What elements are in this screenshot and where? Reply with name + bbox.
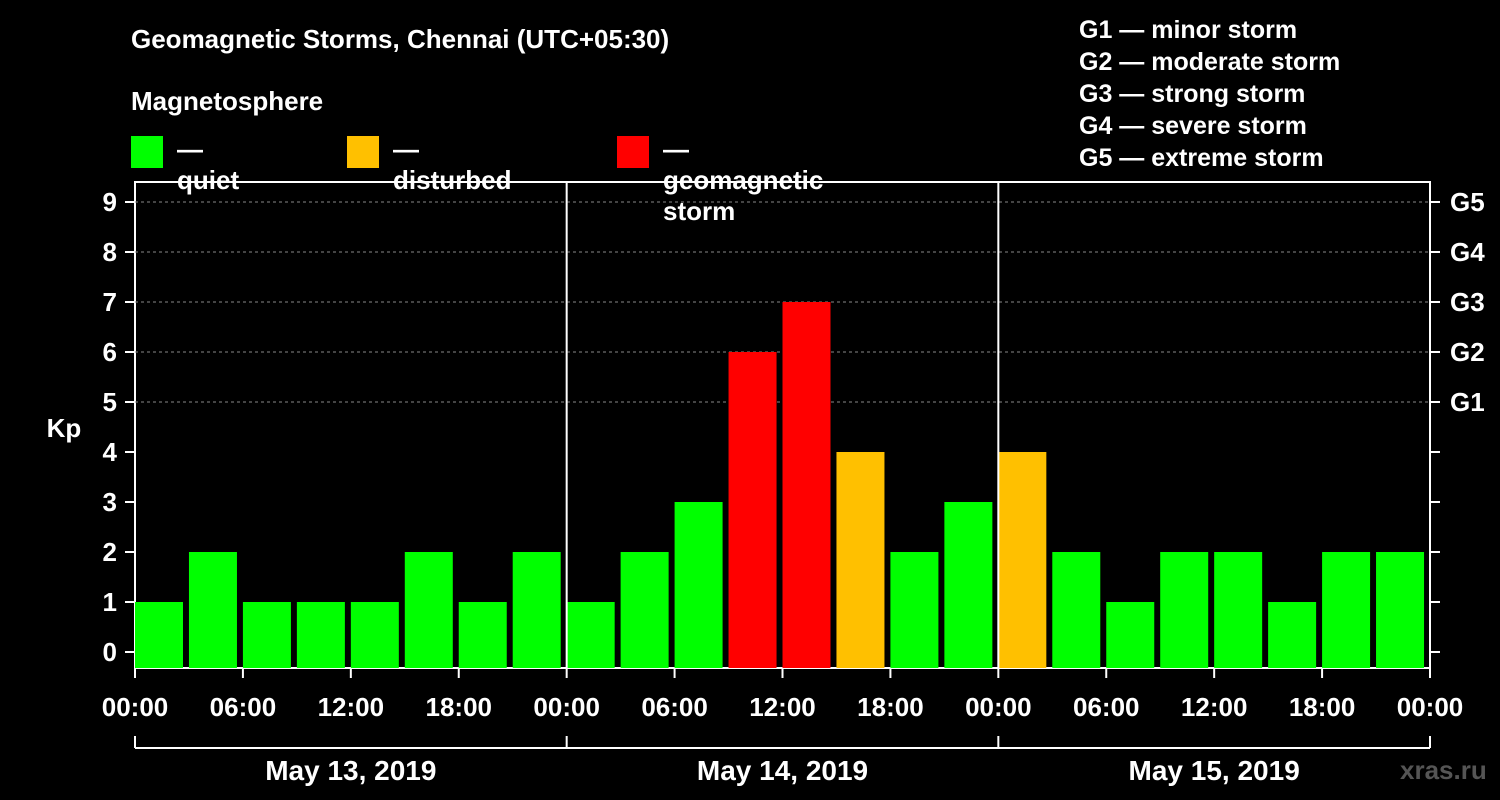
g-scale-item-g1: G1 — minor storm [1079, 16, 1298, 44]
g-scale-legend: G1 — minor storm G2 — moderate storm G3 … [1079, 14, 1340, 174]
legend-swatch-quiet [131, 136, 163, 168]
y-tick-label: 5 [103, 387, 117, 417]
y-tick-label: 3 [103, 487, 117, 517]
y-tick-label: 0 [103, 637, 117, 667]
kp-bar [188, 552, 237, 668]
kp-bar [242, 602, 291, 668]
kp-bar [620, 552, 669, 668]
kp-bar [1268, 602, 1317, 668]
g-scale-item-g4: G4 — severe storm [1079, 112, 1307, 140]
kp-bar [836, 452, 885, 668]
kp-bar [1106, 602, 1155, 668]
g-scale-item-g2: G2 — moderate storm [1079, 48, 1341, 76]
day-label: May 14, 2019 [697, 755, 868, 786]
kp-bar [1376, 552, 1425, 668]
x-tick-label: 06:00 [641, 692, 708, 722]
x-tick-label: 18:00 [1289, 692, 1356, 722]
x-tick-label: 12:00 [1181, 692, 1248, 722]
chart-title: Geomagnetic Storms, Chennai (UTC+05:30) [131, 24, 670, 54]
kp-bar [135, 602, 183, 668]
kp-bar [296, 602, 345, 668]
x-tick-label: 00:00 [102, 692, 169, 722]
y-tick-label: 6 [103, 337, 117, 367]
g-scale-item-g3: G3 — strong storm [1079, 80, 1306, 108]
y-axis-label: Kp [47, 413, 82, 443]
day-label: May 13, 2019 [265, 755, 436, 786]
y-tick-label: 9 [103, 187, 117, 217]
kp-bar [944, 502, 993, 668]
y-tick-label: 8 [103, 237, 117, 267]
kp-bar [566, 602, 615, 668]
kp-bar [350, 602, 399, 668]
legend-label-quiet: — quiet [177, 134, 240, 195]
x-tick-label: 06:00 [1073, 692, 1140, 722]
g-level-label: G5 [1450, 187, 1485, 217]
kp-bar [998, 452, 1047, 668]
legend-label-disturbed: — disturbed [393, 134, 512, 195]
y-tick-label: 2 [103, 537, 117, 567]
x-tick-label: 12:00 [318, 692, 385, 722]
kp-bar [782, 302, 831, 668]
kp-bar [404, 552, 453, 668]
watermark: xras.ru [1400, 755, 1487, 785]
kp-bar [1160, 552, 1209, 668]
legend-heading: Magnetosphere [131, 86, 324, 116]
day-label: May 15, 2019 [1129, 755, 1300, 786]
g-level-label: G2 [1450, 337, 1485, 367]
kp-bar [674, 502, 723, 668]
x-tick-label: 00:00 [1397, 692, 1464, 722]
kp-bar [728, 352, 777, 668]
kp-bar [1322, 552, 1371, 668]
x-tick-label: 00:00 [965, 692, 1032, 722]
g-level-label: G1 [1450, 387, 1485, 417]
kp-bar [890, 552, 939, 668]
legend-swatch-storm [617, 136, 649, 168]
kp-bar [512, 552, 561, 668]
y-tick-label: 4 [103, 437, 118, 467]
g-level-label: G3 [1450, 287, 1485, 317]
legend-label-storm: — geomagnetic storm [663, 134, 824, 226]
x-tick-label: 18:00 [857, 692, 924, 722]
x-tick-label: 00:00 [533, 692, 600, 722]
y-tick-label: 1 [103, 587, 117, 617]
legend-swatch-disturbed [347, 136, 379, 168]
x-tick-label: 12:00 [749, 692, 816, 722]
g-scale-item-g5: G5 — extreme storm [1079, 144, 1324, 172]
y-tick-label: 7 [103, 287, 117, 317]
x-tick-label: 18:00 [426, 692, 493, 722]
x-tick-label: 06:00 [210, 692, 277, 722]
kp-bar [1052, 552, 1101, 668]
g-level-label: G4 [1450, 237, 1485, 267]
kp-bar [458, 602, 507, 668]
kp-bar [1214, 552, 1263, 668]
